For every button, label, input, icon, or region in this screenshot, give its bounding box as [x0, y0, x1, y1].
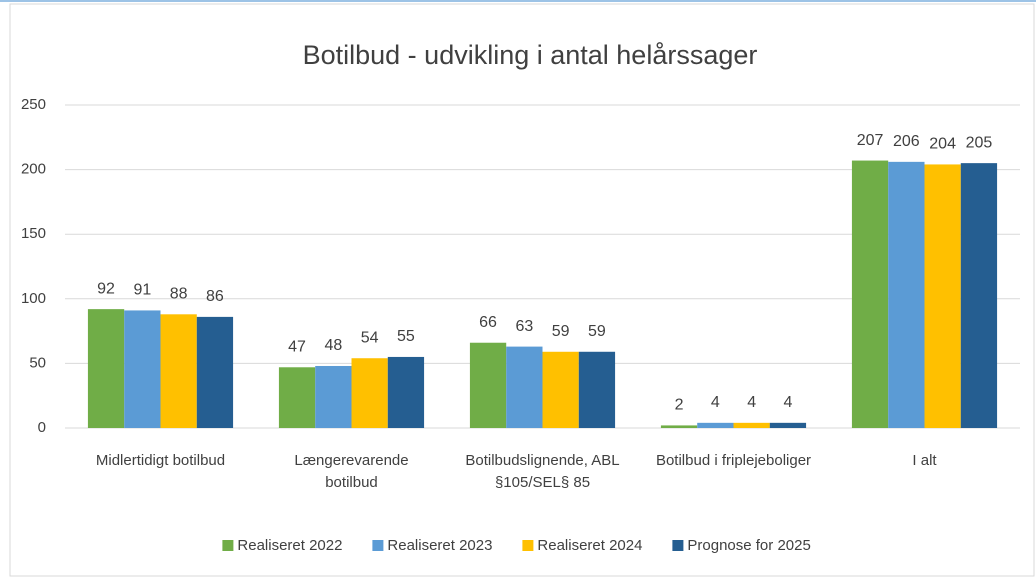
- data-label: 204: [929, 136, 956, 153]
- x-tick-label: Længerevarende botilbud: [294, 452, 409, 491]
- legend-label: Realiseret 2022: [237, 537, 342, 554]
- data-label: 54: [361, 329, 379, 346]
- bar: [851, 160, 889, 428]
- data-label: 55: [397, 328, 415, 345]
- legend-swatch: [222, 540, 234, 551]
- y-tick-label: 0: [38, 419, 46, 436]
- data-label: 4: [783, 394, 792, 411]
- bar: [769, 422, 807, 428]
- bar: [506, 346, 543, 428]
- legend-swatch: [672, 540, 684, 551]
- x-tick-label: I alt: [912, 452, 937, 469]
- y-tick-label: 50: [29, 354, 46, 371]
- bar: [387, 356, 425, 428]
- bar: [660, 425, 698, 428]
- bar: [960, 163, 998, 428]
- bar: [351, 358, 388, 428]
- chart-title: Botilbud - udvikling i antal helårssager: [303, 40, 758, 70]
- bar: [315, 365, 352, 428]
- bar: [733, 422, 770, 428]
- data-label: 207: [857, 132, 884, 149]
- bar: [196, 316, 234, 428]
- legend-label: Prognose for 2025: [687, 537, 810, 554]
- legend-label: Realiseret 2024: [537, 537, 642, 554]
- y-tick-label: 250: [21, 96, 46, 113]
- data-label: 206: [893, 133, 920, 150]
- data-label: 205: [966, 134, 993, 151]
- x-tick-label: Botilbudslignende, ABL §105/SEL§ 85: [465, 452, 620, 491]
- bar: [160, 314, 197, 428]
- legend-swatch: [522, 540, 534, 551]
- bar: [124, 310, 161, 428]
- y-tick-label: 100: [21, 290, 46, 307]
- data-label: 4: [711, 394, 720, 411]
- bar: [578, 351, 616, 428]
- data-label: 63: [515, 318, 533, 335]
- bar: [87, 309, 125, 428]
- bar: [542, 351, 579, 428]
- data-label: 48: [324, 337, 342, 354]
- data-label: 86: [206, 288, 224, 305]
- bar: [469, 342, 507, 428]
- bar: [924, 164, 961, 428]
- data-label: 91: [133, 282, 151, 299]
- legend-swatch: [372, 540, 384, 551]
- x-tick-label: Botilbud i friplejeboliger: [655, 452, 812, 469]
- data-label: 92: [97, 280, 115, 297]
- bar: [697, 422, 734, 428]
- y-tick-label: 200: [21, 161, 46, 178]
- legend-label: Realiseret 2023: [387, 537, 492, 554]
- data-label: 47: [288, 338, 306, 355]
- bar: [888, 161, 925, 428]
- y-tick-label: 150: [21, 225, 46, 242]
- data-label: 4: [747, 394, 756, 411]
- bar: [278, 367, 316, 428]
- data-label: 2: [675, 397, 684, 414]
- data-label: 59: [552, 323, 570, 340]
- data-label: 66: [479, 314, 497, 331]
- x-tick-label: Midlertidigt botilbud: [95, 452, 226, 469]
- data-label: 88: [170, 286, 188, 303]
- data-label: 59: [588, 323, 606, 340]
